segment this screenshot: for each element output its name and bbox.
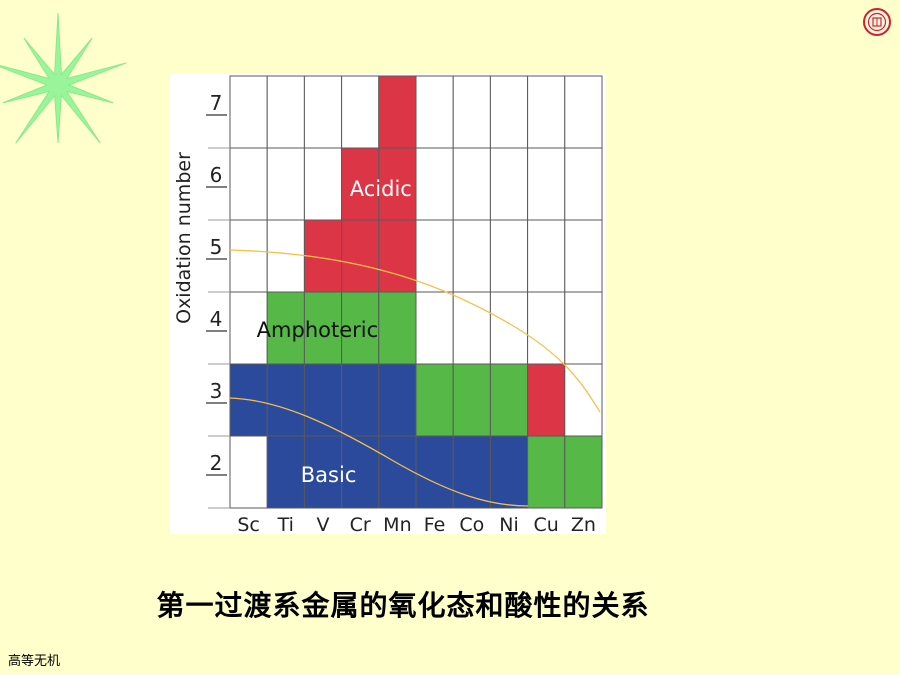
x-tick-cu: Cu	[534, 514, 559, 534]
cell-co-7	[452, 75, 491, 149]
cell-fe-7	[415, 75, 454, 149]
cell-ni-5	[489, 219, 529, 293]
cell-ti-6	[266, 147, 305, 221]
cell-cu-4	[527, 291, 566, 365]
cell-zn-5	[564, 219, 603, 293]
footer-text: 高等无机	[8, 654, 61, 669]
cell-mn-7	[378, 75, 417, 149]
cell-zn-4	[564, 291, 603, 365]
x-tick-mn: Mn	[383, 514, 411, 534]
cell-cu-7	[527, 75, 566, 149]
cell-sc-5	[229, 219, 268, 293]
cell-co-5	[452, 219, 491, 293]
y-tick-label: 3	[210, 379, 223, 403]
cell-cr-7	[341, 75, 380, 149]
cell-ni-3	[489, 363, 529, 437]
region-label-basic: Basic	[301, 463, 357, 487]
cell-cr-4	[341, 291, 380, 365]
cell-sc-6	[229, 147, 268, 221]
lower-boundary-curve	[229, 397, 529, 507]
y-tick-label: 7	[210, 91, 223, 115]
cell-ni-4	[489, 291, 529, 365]
cell-cu-6	[527, 147, 566, 221]
cell-v-2	[303, 435, 343, 509]
cell-mn-5	[378, 219, 417, 293]
x-tick-cr: Cr	[350, 514, 371, 534]
cell-fe-3	[415, 363, 454, 437]
cell-cr-3	[341, 363, 380, 437]
x-tick-ni: Ni	[499, 514, 519, 534]
oxidation-acidity-chart: 7 6 5 4 3 2 Oxidation number Sc Ti V Cr Mn Fe Co Ni Cu Z…	[170, 74, 606, 534]
star-decoration-icon	[0, 12, 127, 144]
school-seal-icon	[863, 8, 891, 36]
x-tick-sc: Sc	[237, 514, 260, 534]
cell-v-7	[303, 75, 343, 149]
cell-cu-5	[527, 219, 566, 293]
x-tick-co: Co	[459, 514, 484, 534]
region-label-acidic: Acidic	[350, 177, 412, 201]
cell-v-6	[303, 147, 343, 221]
chart-caption: 第一过渡系金属的氧化态和酸性的关系	[156, 589, 650, 622]
cell-zn-2	[564, 435, 603, 509]
cell-v-3	[303, 363, 343, 437]
cell-co-6	[452, 147, 491, 221]
y-tick-label: 2	[210, 451, 223, 475]
cell-co-3	[452, 363, 491, 437]
x-tick-fe: Fe	[424, 514, 446, 534]
cell-sc-2	[229, 435, 268, 509]
cell-cr-5	[341, 219, 380, 293]
x-tick-ti: Ti	[277, 514, 294, 534]
y-tick-label: 6	[210, 163, 223, 187]
cell-fe-2	[415, 435, 454, 509]
cell-fe-6	[415, 147, 454, 221]
cell-ni-6	[489, 147, 529, 221]
cell-cu-2	[527, 435, 566, 509]
chart-canvas: 7 6 5 4 3 2 Oxidation number Sc Ti V Cr Mn Fe Co Ni Cu Z…	[170, 74, 606, 534]
y-tick-label: 5	[210, 235, 223, 259]
cell-mn-4	[378, 291, 417, 365]
cell-ti-2	[266, 435, 305, 509]
cell-co-4	[452, 291, 491, 365]
upper-boundary-curve	[229, 249, 601, 413]
cell-zn-7	[564, 75, 603, 149]
x-tick-v: V	[317, 514, 330, 534]
cell-zn-3	[564, 363, 603, 437]
cell-co-2	[452, 435, 491, 509]
cell-sc-7	[229, 75, 268, 149]
cell-mn-3	[378, 363, 417, 437]
cell-zn-6	[564, 147, 603, 221]
x-tick-zn: Zn	[571, 514, 596, 534]
cell-cu-3	[527, 363, 566, 437]
cell-mn-2	[378, 435, 417, 509]
cell-ni-7	[489, 75, 529, 149]
cell-ti-3	[266, 363, 305, 437]
y-axis-label: Oxidation number	[173, 152, 195, 324]
cell-fe-5	[415, 219, 454, 293]
y-tick-label: 4	[210, 307, 223, 331]
cell-ti-5	[266, 219, 305, 293]
cell-ni-2	[489, 435, 529, 509]
region-label-amphoteric: Amphoteric	[257, 318, 378, 342]
cell-ti-7	[266, 75, 305, 149]
cell-fe-4	[415, 291, 454, 365]
cell-sc-4	[229, 291, 268, 365]
